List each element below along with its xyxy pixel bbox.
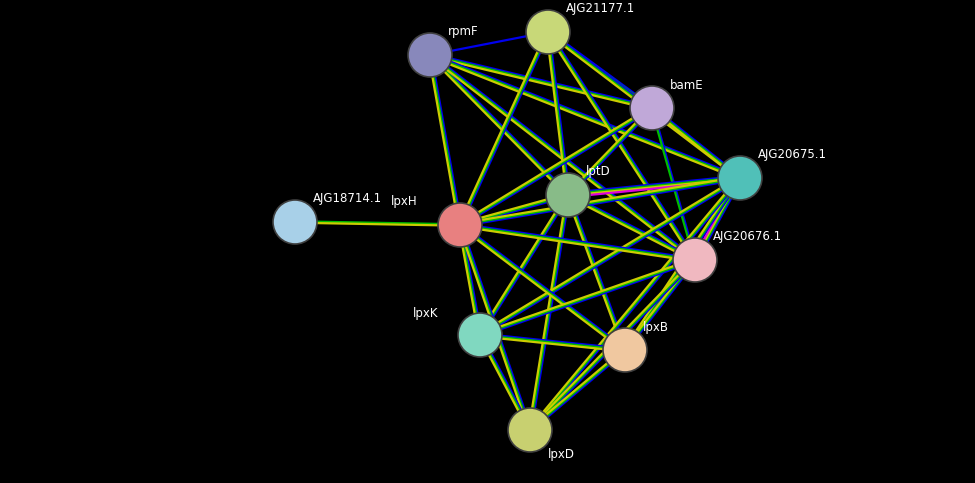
Text: AJG18714.1: AJG18714.1 xyxy=(313,192,382,205)
Text: lpxD: lpxD xyxy=(548,448,575,461)
Circle shape xyxy=(630,86,674,130)
Circle shape xyxy=(438,203,482,247)
Circle shape xyxy=(508,408,552,452)
Text: AJG20675.1: AJG20675.1 xyxy=(758,148,827,161)
Circle shape xyxy=(526,10,570,54)
Circle shape xyxy=(546,173,590,217)
Text: rpmF: rpmF xyxy=(448,25,479,38)
Circle shape xyxy=(673,238,717,282)
Text: AJG20676.1: AJG20676.1 xyxy=(713,230,782,243)
Circle shape xyxy=(458,313,502,357)
Text: bamE: bamE xyxy=(670,79,704,92)
Circle shape xyxy=(408,33,452,77)
Text: lpxK: lpxK xyxy=(412,307,438,320)
Text: lpxB: lpxB xyxy=(643,321,669,334)
Circle shape xyxy=(718,156,762,200)
Text: lptD: lptD xyxy=(586,165,610,178)
Circle shape xyxy=(603,328,647,372)
Circle shape xyxy=(273,200,317,244)
Text: AJG21177.1: AJG21177.1 xyxy=(566,2,636,15)
Text: lpxH: lpxH xyxy=(391,195,418,208)
